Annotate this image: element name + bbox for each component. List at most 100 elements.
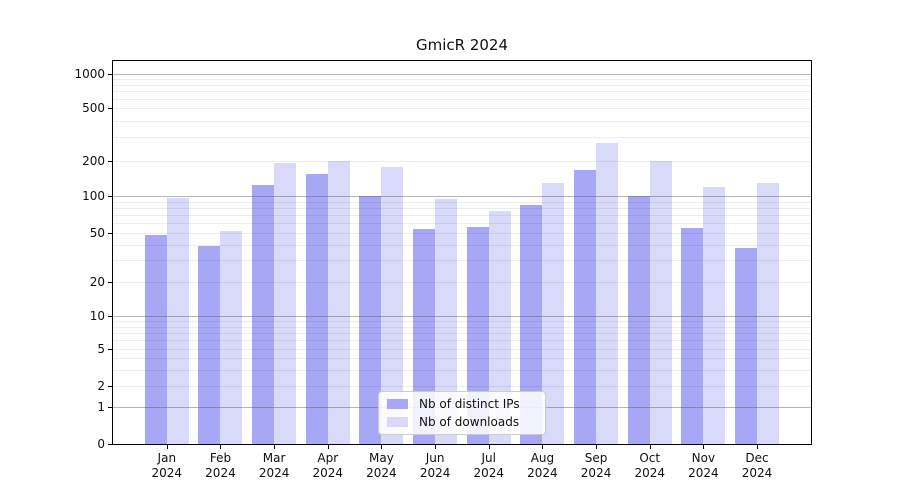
gridline-5 <box>113 349 811 350</box>
x-tick-mark-apr <box>327 444 329 449</box>
minor-gridline-600 <box>113 99 811 101</box>
minor-gridline-70 <box>113 215 811 217</box>
chart-legend: Nb of distinct IPs Nb of downloads <box>378 391 546 435</box>
x-tick-mark-mar <box>274 444 276 449</box>
minor-gridline-400 <box>113 120 811 122</box>
minor-gridline-900 <box>113 79 811 81</box>
y-tick-mark-5 <box>108 349 113 350</box>
x-tick-mark-nov <box>703 444 705 449</box>
y-axis-tick-label-1000: 1000 <box>74 67 105 81</box>
y-tick-mark-1000 <box>108 74 113 75</box>
x-axis-tick-label-may: May 2024 <box>366 451 397 480</box>
y-tick-mark-10 <box>108 316 113 317</box>
minor-gridline-3 <box>113 369 811 371</box>
legend-item-downloads: Nb of downloads <box>379 413 545 431</box>
bar-nb-of-distinct-ips-sep <box>574 170 597 444</box>
bar-nb-of-downloads-oct <box>649 160 672 444</box>
legend-swatch-downloads <box>387 417 408 427</box>
minor-gridline-800 <box>113 84 811 86</box>
minor-gridline-8 <box>113 326 811 328</box>
y-axis-tick-label-10: 10 <box>89 309 105 323</box>
bar-nb-of-distinct-ips-apr <box>305 173 328 444</box>
y-tick-mark-20 <box>108 282 113 283</box>
bar-nb-of-downloads-apr <box>327 160 350 444</box>
x-tick-mark-sep <box>596 444 598 449</box>
legend-item-distinct-ips: Nb of distinct IPs <box>379 395 545 413</box>
minor-gridline-60 <box>113 223 811 225</box>
y-tick-mark-1 <box>108 407 113 408</box>
x-axis-tick-label-apr: Apr 2024 <box>312 451 344 480</box>
bar-nb-of-downloads-jan <box>166 197 189 444</box>
bar-nb-of-distinct-ips-dec <box>735 247 758 444</box>
legend-label-downloads: Nb of downloads <box>419 415 520 429</box>
x-tick-mark-jun <box>435 444 437 449</box>
y-tick-mark-100 <box>108 196 113 197</box>
gridline-500 <box>113 108 811 109</box>
x-axis-tick-label-jan: Jan 2024 <box>151 451 183 480</box>
y-axis-tick-label-20: 20 <box>89 275 105 289</box>
bar-nb-of-downloads-jul <box>488 211 511 444</box>
bar-nb-of-downloads-sep <box>596 143 619 444</box>
x-tick-mark-jan <box>166 444 168 449</box>
x-tick-mark-feb <box>220 444 222 449</box>
minor-gridline-7 <box>113 332 811 334</box>
y-tick-mark-500 <box>108 108 113 109</box>
minor-gridline-80 <box>113 207 811 209</box>
bar-nb-of-downloads-jun <box>435 198 458 444</box>
bar-nb-of-distinct-ips-oct <box>627 196 650 444</box>
y-axis-tick-label-50: 50 <box>89 226 105 240</box>
x-axis-tick-label-dec: Dec 2024 <box>741 451 773 480</box>
y-axis-tick-label-1: 1 <box>97 400 105 414</box>
bar-nb-of-distinct-ips-nov <box>681 227 704 444</box>
bar-nb-of-downloads-may <box>381 167 404 444</box>
x-tick-mark-aug <box>542 444 544 449</box>
x-axis-tick-label-jun: Jun 2024 <box>419 451 451 480</box>
y-axis-tick-label-2: 2 <box>97 379 105 393</box>
chart-title: GmicR 2024 <box>415 36 508 54</box>
x-axis-tick-label-jul: Jul 2024 <box>473 451 505 480</box>
x-axis-tick-label-oct: Oct 2024 <box>634 451 665 480</box>
y-axis-tick-label-0: 0 <box>97 437 105 451</box>
legend-swatch-distinct-ips <box>387 399 408 409</box>
bar-nb-of-downloads-mar <box>274 163 297 444</box>
x-axis-tick-label-sep: Sep 2024 <box>580 451 612 480</box>
bar-nb-of-downloads-aug <box>542 182 565 444</box>
y-tick-mark-0 <box>108 444 113 445</box>
gridline-2 <box>113 386 811 387</box>
bar-nb-of-distinct-ips-aug <box>520 204 543 444</box>
x-axis-tick-label-feb: Feb 2024 <box>205 451 236 480</box>
bar-nb-of-downloads-nov <box>703 186 726 444</box>
gridline-20 <box>113 282 811 283</box>
y-tick-mark-2 <box>108 386 113 387</box>
bar-nb-of-distinct-ips-feb <box>198 246 221 444</box>
minor-gridline-4 <box>113 358 811 359</box>
minor-gridline-300 <box>113 137 811 139</box>
bar-nb-of-downloads-feb <box>220 230 243 444</box>
gridline-10 <box>113 316 811 317</box>
x-tick-mark-dec <box>757 444 759 449</box>
legend-label-distinct-ips: Nb of distinct IPs <box>419 397 520 411</box>
y-tick-mark-200 <box>108 160 113 162</box>
x-tick-mark-may <box>381 444 383 449</box>
bar-nb-of-distinct-ips-jan <box>144 235 167 444</box>
y-tick-mark-50 <box>108 233 113 234</box>
bar-nb-of-distinct-ips-may <box>359 196 382 444</box>
minor-gridline-9 <box>113 321 811 323</box>
y-axis-tick-label-500: 500 <box>82 101 105 115</box>
minor-gridline-700 <box>113 91 811 93</box>
x-tick-mark-oct <box>649 444 651 449</box>
x-tick-mark-jul <box>488 444 490 449</box>
gridline-50 <box>113 233 811 234</box>
bar-nb-of-distinct-ips-mar <box>252 184 275 444</box>
minor-gridline-30 <box>113 260 811 262</box>
x-axis-tick-label-mar: Mar 2024 <box>258 451 290 480</box>
gridline-200 <box>113 160 811 162</box>
bar-nb-of-downloads-dec <box>757 182 780 444</box>
bar-nb-of-distinct-ips-jul <box>466 226 489 444</box>
gridline-100 <box>113 196 811 197</box>
gridline-1000 <box>113 74 811 75</box>
y-axis-tick-label-100: 100 <box>82 189 105 203</box>
y-axis-tick-label-200: 200 <box>82 153 105 168</box>
minor-gridline-40 <box>113 244 811 246</box>
